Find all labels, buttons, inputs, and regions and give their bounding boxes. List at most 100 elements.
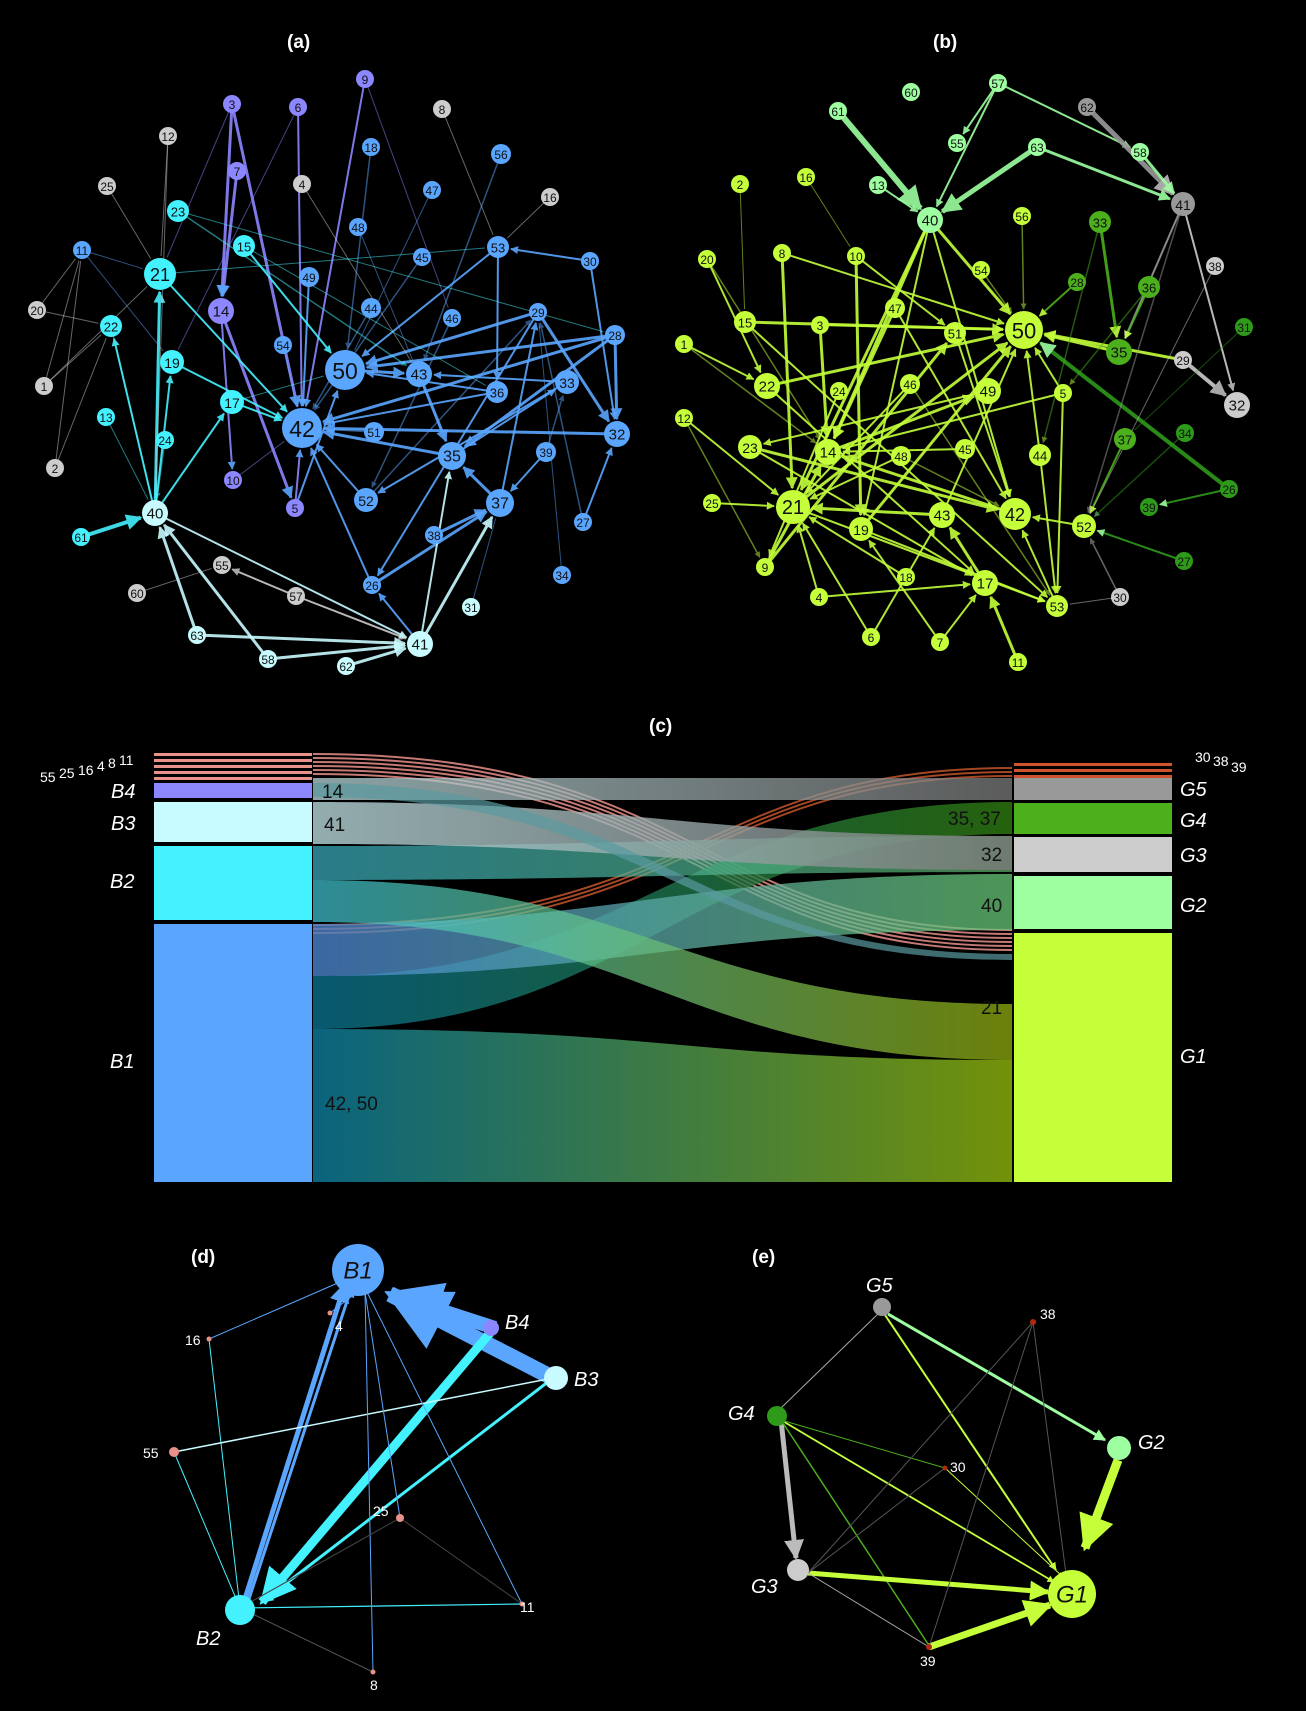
- net-a-node-label-8: 8: [439, 103, 446, 117]
- net-b-edge: [827, 394, 976, 454]
- net-b-node-label-36: 36: [1142, 281, 1156, 296]
- net-b-edge: [841, 392, 1064, 451]
- network-e-nodes: G5 38 G4 G2 30 G3 G1 39: [728, 1275, 1165, 1669]
- net-a-edge: [159, 273, 288, 413]
- node-g2: [1107, 1436, 1131, 1460]
- sankey-bar-b3: [154, 802, 312, 842]
- node-b1: [332, 1244, 384, 1296]
- net-b-node-label-20: 20: [700, 253, 714, 267]
- net-a-edge: [303, 78, 366, 408]
- net-a-node-label-27: 27: [576, 516, 590, 530]
- net-b-node-17: [972, 570, 998, 596]
- net-a-edge: [36, 309, 99, 324]
- net-b-node-7: [931, 633, 949, 651]
- net-b-edge: [1053, 392, 1064, 594]
- sankey-label-b3: B3: [111, 813, 135, 835]
- net-b-edge: [1134, 326, 1245, 431]
- net-b-node-51: [944, 322, 966, 344]
- net-a-edge: [162, 523, 270, 660]
- net-a-node-label-7: 7: [234, 165, 241, 179]
- net-a-node-11: [73, 241, 91, 259]
- net-a-edge: [166, 103, 233, 258]
- net-b-node-label-23: 23: [742, 440, 758, 456]
- net-b-edge: [1086, 203, 1184, 514]
- net-b-node-53: [1046, 595, 1068, 617]
- sankey-label-g3: G3: [1180, 845, 1207, 867]
- net-b-node-6: [862, 628, 880, 646]
- node-38: [1030, 1319, 1036, 1325]
- net-a-node-label-36: 36: [490, 386, 504, 401]
- net-a-node-label-18: 18: [364, 141, 378, 155]
- net-b-node-label-53: 53: [1050, 600, 1064, 615]
- net-b-node-label-34: 34: [1178, 427, 1192, 441]
- net-a-node-53: [487, 236, 509, 258]
- net-b-node-label-33: 33: [1093, 216, 1107, 231]
- net-a-node-label-58: 58: [261, 653, 275, 667]
- net-a-edge: [538, 322, 584, 523]
- net-a-edge: [230, 103, 301, 408]
- net-a-edge: [36, 258, 76, 311]
- net-a-node-42: [282, 408, 322, 448]
- net-b-node-label-28: 28: [1070, 276, 1084, 290]
- sankey-right-small-label: 38: [1213, 753, 1229, 769]
- net-a-node-18: [362, 138, 380, 156]
- net-a-edge: [433, 371, 568, 383]
- net-a-edge: [507, 196, 551, 239]
- net-a-node-label-16: 16: [543, 191, 557, 205]
- net-b-node-label-62: 62: [1080, 101, 1094, 115]
- net-a-edge: [365, 333, 616, 372]
- net-b-node-label-50: 50: [1012, 319, 1036, 344]
- net-b-node-18: [897, 568, 915, 586]
- sankey-bar-b2: [154, 846, 312, 920]
- sankey-left-small-label: 11: [119, 752, 134, 768]
- net-b-node-4: [810, 588, 828, 606]
- net-b-node-20: [698, 250, 716, 268]
- net-b-node-32: [1224, 392, 1250, 418]
- net-b-edge: [1089, 537, 1121, 598]
- net-b-edge: [868, 539, 941, 643]
- net-a-node-32: [604, 421, 630, 447]
- net-b-edge: [706, 258, 821, 440]
- node-label-55: 55: [143, 1445, 159, 1461]
- net-b-edge: [766, 330, 1005, 388]
- net-a-node-label-32: 32: [609, 427, 626, 444]
- net-b-edge: [909, 383, 1051, 596]
- net-a-node-3: [223, 95, 241, 113]
- net-b-node-57: [989, 74, 1007, 92]
- net-b-node-43: [929, 502, 955, 528]
- net-a-node-label-57: 57: [289, 590, 303, 604]
- net-a-node-label-23: 23: [171, 205, 185, 220]
- net-a-node-40: [142, 500, 168, 526]
- net-a-node-label-44: 44: [364, 302, 378, 316]
- net-a-node-label-19: 19: [164, 355, 180, 371]
- net-b-edge: [683, 343, 817, 444]
- net-b-node-label-55: 55: [950, 137, 964, 151]
- net-a-node-label-3: 3: [229, 98, 236, 112]
- panel-label-a: (a): [287, 32, 310, 53]
- net-a-edge: [463, 333, 616, 448]
- net-a-edge: [80, 514, 143, 539]
- net-a-edge: [231, 568, 297, 597]
- net-a-edge: [154, 439, 166, 499]
- net-a-node-label-60: 60: [130, 587, 144, 601]
- net-a-edge: [81, 249, 143, 270]
- net-b-node-label-26: 26: [1222, 483, 1236, 497]
- flow-b2-g1: [313, 880, 1012, 1060]
- net-a-edge: [322, 428, 453, 458]
- net-a-node-label-2: 2: [52, 462, 59, 476]
- net-b-node-label-52: 52: [1076, 519, 1092, 535]
- net-a-node-23: [167, 200, 189, 222]
- sankey-left-small-label: 8: [108, 755, 116, 771]
- net-a-node-60: [128, 584, 146, 602]
- net-a-node-label-62: 62: [339, 660, 353, 674]
- node-b2: [225, 1595, 255, 1625]
- net-a-edge: [231, 375, 324, 403]
- net-b-node-52: [1072, 514, 1096, 538]
- net-b-node-label-57: 57: [991, 77, 1005, 91]
- net-a-node-14: [208, 298, 234, 324]
- net-b-edge: [1182, 203, 1236, 392]
- net-b-node-37: [1114, 428, 1136, 450]
- flow-b3-g5: [313, 778, 1012, 800]
- net-a-node-27: [574, 513, 592, 531]
